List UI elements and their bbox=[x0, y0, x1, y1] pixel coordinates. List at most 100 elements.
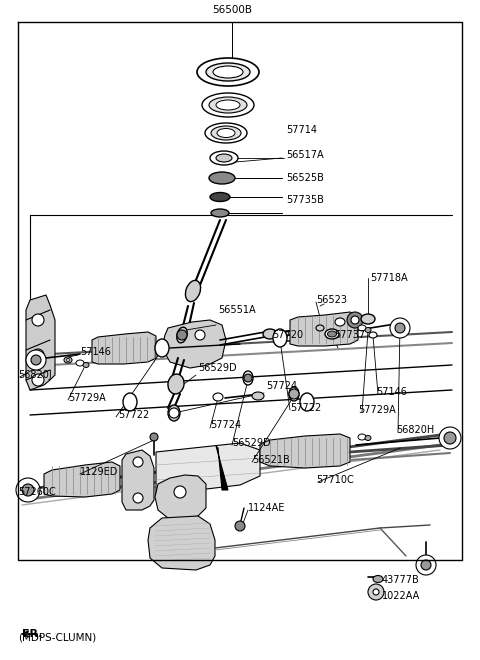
Text: 57729A: 57729A bbox=[358, 405, 396, 415]
Text: 56529D: 56529D bbox=[198, 363, 237, 373]
Ellipse shape bbox=[169, 408, 179, 418]
Ellipse shape bbox=[335, 318, 345, 326]
Text: 57714: 57714 bbox=[286, 125, 317, 135]
Polygon shape bbox=[162, 320, 226, 368]
Polygon shape bbox=[26, 295, 55, 390]
Ellipse shape bbox=[211, 126, 241, 140]
Text: 1022AA: 1022AA bbox=[382, 591, 420, 601]
Ellipse shape bbox=[289, 389, 299, 399]
Text: 57724: 57724 bbox=[266, 381, 297, 391]
Ellipse shape bbox=[439, 427, 461, 449]
Ellipse shape bbox=[369, 332, 377, 338]
Ellipse shape bbox=[133, 457, 143, 467]
Ellipse shape bbox=[365, 327, 371, 333]
Text: 57720: 57720 bbox=[272, 330, 303, 340]
Ellipse shape bbox=[243, 371, 253, 385]
Ellipse shape bbox=[197, 58, 259, 86]
Text: 56521B: 56521B bbox=[252, 455, 290, 465]
Text: 57722: 57722 bbox=[118, 410, 149, 420]
Ellipse shape bbox=[168, 374, 184, 394]
Text: 56551A: 56551A bbox=[218, 305, 256, 315]
Ellipse shape bbox=[416, 555, 436, 575]
Ellipse shape bbox=[347, 312, 363, 328]
Ellipse shape bbox=[174, 486, 186, 498]
Ellipse shape bbox=[373, 576, 383, 583]
Text: 56529D: 56529D bbox=[232, 438, 271, 448]
Text: 56523: 56523 bbox=[316, 295, 347, 305]
Ellipse shape bbox=[209, 97, 247, 113]
Ellipse shape bbox=[205, 123, 247, 143]
Ellipse shape bbox=[327, 331, 336, 337]
Ellipse shape bbox=[209, 172, 235, 184]
Ellipse shape bbox=[235, 521, 245, 531]
Ellipse shape bbox=[390, 318, 410, 338]
Ellipse shape bbox=[316, 325, 324, 331]
Ellipse shape bbox=[273, 329, 287, 347]
Polygon shape bbox=[155, 475, 206, 520]
Text: 57735B: 57735B bbox=[286, 195, 324, 205]
Ellipse shape bbox=[177, 330, 187, 340]
Text: 57710C: 57710C bbox=[316, 475, 354, 485]
Ellipse shape bbox=[177, 327, 187, 343]
Ellipse shape bbox=[213, 66, 243, 78]
Text: 43777B: 43777B bbox=[382, 575, 420, 585]
Ellipse shape bbox=[202, 93, 254, 117]
Ellipse shape bbox=[26, 350, 46, 370]
Text: 56500B: 56500B bbox=[212, 5, 252, 15]
Text: 1129ED: 1129ED bbox=[80, 467, 119, 477]
Text: (MDPS-CLUMN): (MDPS-CLUMN) bbox=[18, 633, 96, 643]
Text: 1124AE: 1124AE bbox=[248, 503, 286, 513]
Ellipse shape bbox=[133, 493, 143, 503]
Polygon shape bbox=[44, 462, 120, 497]
Ellipse shape bbox=[31, 355, 41, 365]
Ellipse shape bbox=[83, 362, 89, 368]
Ellipse shape bbox=[300, 393, 314, 411]
Ellipse shape bbox=[216, 100, 240, 110]
Ellipse shape bbox=[217, 129, 235, 137]
Text: 56820H: 56820H bbox=[396, 425, 434, 435]
Ellipse shape bbox=[373, 589, 379, 595]
Text: 57737: 57737 bbox=[334, 330, 365, 340]
Text: 57146: 57146 bbox=[376, 387, 407, 397]
Polygon shape bbox=[148, 516, 215, 570]
Ellipse shape bbox=[16, 478, 40, 502]
Ellipse shape bbox=[32, 349, 44, 361]
Ellipse shape bbox=[289, 387, 299, 401]
Ellipse shape bbox=[150, 433, 158, 441]
Ellipse shape bbox=[213, 393, 223, 401]
Polygon shape bbox=[92, 332, 156, 364]
Ellipse shape bbox=[368, 584, 384, 600]
Text: 56517A: 56517A bbox=[286, 150, 324, 160]
Ellipse shape bbox=[358, 325, 366, 331]
Ellipse shape bbox=[155, 339, 169, 357]
Polygon shape bbox=[156, 443, 260, 495]
Ellipse shape bbox=[206, 63, 250, 81]
Ellipse shape bbox=[263, 329, 277, 339]
Text: 57718A: 57718A bbox=[370, 273, 408, 283]
Ellipse shape bbox=[444, 432, 456, 444]
Ellipse shape bbox=[325, 329, 339, 339]
Ellipse shape bbox=[64, 357, 72, 363]
Text: 57724: 57724 bbox=[210, 420, 241, 430]
Ellipse shape bbox=[168, 405, 180, 421]
Polygon shape bbox=[216, 446, 228, 490]
Ellipse shape bbox=[211, 209, 229, 217]
Ellipse shape bbox=[123, 393, 137, 411]
Text: FR.: FR. bbox=[22, 629, 43, 639]
Ellipse shape bbox=[351, 316, 359, 324]
Ellipse shape bbox=[395, 323, 405, 333]
Ellipse shape bbox=[22, 484, 34, 496]
Ellipse shape bbox=[185, 280, 201, 302]
Ellipse shape bbox=[210, 193, 230, 201]
Ellipse shape bbox=[66, 358, 70, 362]
Text: 56525B: 56525B bbox=[286, 173, 324, 183]
Ellipse shape bbox=[216, 154, 232, 162]
Ellipse shape bbox=[358, 434, 366, 440]
Ellipse shape bbox=[32, 314, 44, 326]
Text: 57722: 57722 bbox=[290, 403, 321, 413]
Ellipse shape bbox=[210, 151, 238, 165]
Ellipse shape bbox=[252, 392, 264, 400]
Ellipse shape bbox=[365, 436, 371, 440]
Text: 57260C: 57260C bbox=[18, 487, 56, 497]
Text: 56820J: 56820J bbox=[18, 370, 52, 380]
